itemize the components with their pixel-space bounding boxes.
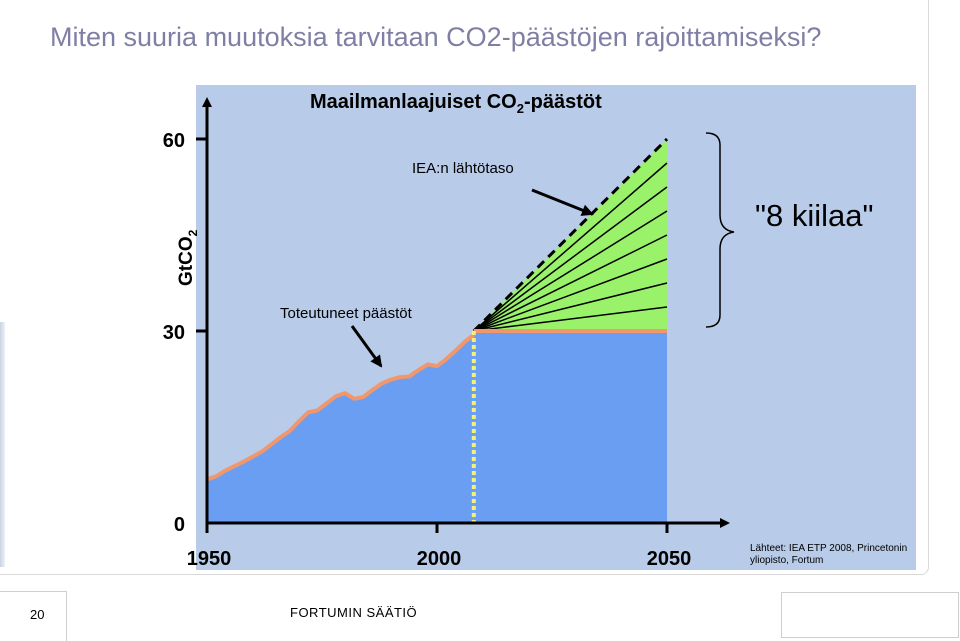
slide-frame <box>0 0 929 575</box>
baseline-label: IEA:n lähtötaso <box>412 160 514 177</box>
x-tick-label-2000: 2000 <box>417 548 462 570</box>
wedge-line-4 <box>473 234 668 332</box>
wedges-brace <box>705 132 735 328</box>
chart-title: Maailmanlaajuiset CO2-päästöt <box>310 91 602 116</box>
historical-area <box>207 334 474 523</box>
left-decor-strip <box>0 322 5 567</box>
baseline-dashed-line <box>472 137 669 333</box>
historical-arrow <box>350 325 383 368</box>
wedge-line-7 <box>473 162 668 332</box>
historical-label: Toteutuneet päästöt <box>280 305 413 322</box>
axis-ticks: 0 30 60 1950 2000 2050 <box>163 130 692 570</box>
wedge-line-2 <box>473 282 668 332</box>
footer-logo-box <box>781 592 959 638</box>
sources-line-1: Lähteet: IEA ETP 2008, Princetonin <box>750 543 908 554</box>
y-tick-label-0: 0 <box>174 514 185 536</box>
footer-brand: FORTUMIN SÄÄTIÖ <box>290 605 418 620</box>
slide-title: Miten suuria muutoksia tarvitaan CO2-pää… <box>50 22 822 52</box>
y-axis-label: GtCO2 <box>176 229 200 286</box>
footer-left-divider <box>0 591 67 641</box>
wedge-line-3 <box>473 258 668 332</box>
sources-line-2: yliopisto, Fortum <box>750 555 824 566</box>
historical-line <box>206 333 476 482</box>
x-tick-label-2050: 2050 <box>647 548 692 570</box>
baseline-arrow <box>531 188 594 216</box>
y-tick-label-30: 30 <box>163 322 185 344</box>
chart-marks <box>206 137 669 523</box>
wedge-line-5 <box>473 210 668 332</box>
x-tick-label-1950: 1950 <box>187 548 232 570</box>
sources-note: Lähteet: IEA ETP 2008, Princetonin yliop… <box>750 543 928 567</box>
wedge-line-6 <box>473 186 668 332</box>
wedges-label: "8 kiilaa" <box>755 198 874 233</box>
wedge-line-1 <box>473 306 668 332</box>
y-tick-label-60: 60 <box>163 130 185 152</box>
page-number: 20 <box>30 607 45 622</box>
projection-flat-area <box>473 331 667 523</box>
